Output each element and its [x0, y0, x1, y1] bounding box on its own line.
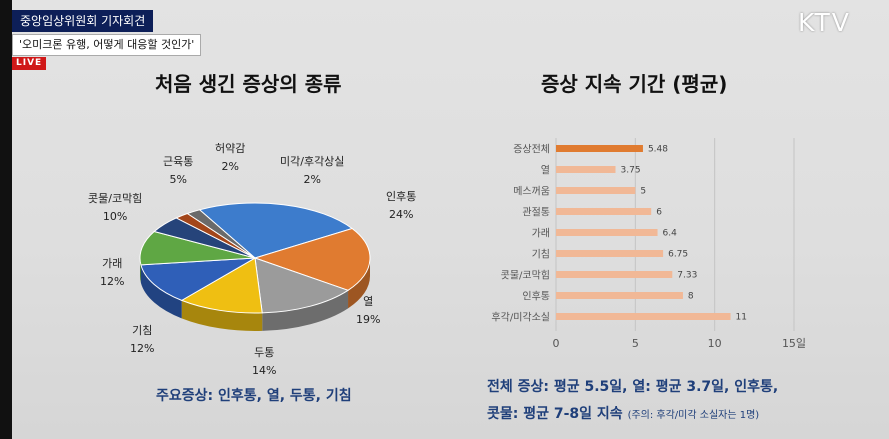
bar-summary-text: 콧물: 평균 7-8일 지속	[487, 406, 623, 422]
video-frame-edge	[0, 0, 12, 439]
slice-name: 가래	[102, 257, 123, 270]
pie-slice-side	[262, 290, 349, 331]
category-label: 열	[541, 165, 550, 177]
x-tick-label: 5	[632, 337, 639, 350]
bar	[556, 145, 643, 152]
slice-percent: 2%	[221, 160, 239, 173]
pie-chart-title: 처음 생긴 증상의 종류	[155, 72, 342, 96]
category-label: 관절통	[522, 206, 550, 219]
bar-summary-line-1: 전체 증상: 평균 5.5일, 열: 평균 3.7일, 인후통,	[487, 379, 779, 395]
bar-value-label: 5.48	[648, 145, 668, 155]
slice-name: 미각/후각상실	[280, 155, 345, 168]
slice-percent: 24%	[388, 208, 414, 221]
category-label: 후각/미각소실	[491, 312, 550, 324]
bar	[556, 250, 664, 257]
pie-label-runny-nose: 콧물/코막힘 10%	[88, 190, 142, 226]
bar	[556, 292, 683, 299]
slice-percent: 14%	[252, 364, 277, 377]
bar	[556, 187, 636, 194]
category-label: 증상전체	[513, 144, 550, 156]
ktv-logo: KTV	[798, 8, 851, 37]
pie-chart	[139, 202, 371, 331]
pie-label-cough: 기침 12%	[130, 322, 154, 358]
pie-label-headache: 두통 14%	[252, 344, 276, 380]
presentation-slide	[12, 0, 889, 439]
pie-slice	[186, 209, 256, 259]
slice-name: 콧물/코막힘	[88, 192, 143, 205]
pie-slice-side	[348, 258, 370, 309]
broadcast-subtitle-banner: '오미크론 유행, 어떻게 대응할 것인가'	[12, 34, 202, 56]
category-label: 콧물/코막힘	[501, 270, 550, 282]
bar-value-label: 5	[640, 187, 646, 197]
slice-percent: 10%	[102, 210, 128, 223]
pie-label-muscle-ache: 근육통 5%	[163, 153, 193, 189]
slice-name: 인후통	[386, 190, 417, 203]
pie-slice-side	[181, 300, 263, 331]
pie-slice	[140, 257, 256, 301]
pie-slice	[139, 230, 256, 266]
bar	[556, 208, 652, 215]
live-badge: LIVE	[12, 57, 47, 70]
bar	[556, 271, 673, 278]
x-tick-label: 15일	[782, 336, 806, 350]
slice-name: 허약감	[215, 142, 246, 155]
bar-value-label: 11	[736, 313, 747, 323]
category-label: 가래	[532, 228, 550, 240]
pie-slice	[198, 202, 354, 259]
bar-chart: 0 5 10 15일 증상전체 5.48 열 3.75 메스꺼움 5 관절통 6 가래 6.4 기침 6.75…	[491, 138, 806, 350]
pie-label-fever: 열 19%	[356, 293, 380, 329]
slice-name: 두통	[254, 346, 275, 359]
slice-name: 열	[363, 295, 374, 308]
pie-slice-side	[140, 264, 182, 319]
slice-name: 기침	[132, 324, 153, 337]
bar-value-label: 8	[688, 292, 694, 302]
bar-value-label: 7.33	[677, 271, 697, 281]
bar-chart-title: 증상 지속 기간 (평균)	[541, 72, 728, 96]
pie-label-sore-throat: 인후통 24%	[386, 188, 416, 224]
slice-percent: 5%	[169, 173, 187, 186]
bar-value-label: 6.4	[663, 229, 678, 239]
pie-slice	[254, 257, 350, 314]
category-label: 메스꺼움	[513, 186, 550, 198]
pie-label-weakness: 허약감 2%	[215, 140, 245, 176]
slice-percent: 12%	[130, 342, 155, 355]
category-label: 인후통	[522, 291, 550, 303]
bar	[556, 229, 658, 236]
slice-percent: 2%	[303, 173, 321, 186]
bar-summary-line-2: 콧물: 평균 7-8일 지속 (주의: 후각/미각 소실자는 1명)	[487, 403, 759, 423]
pie-slice	[253, 227, 371, 291]
slice-percent: 19%	[356, 313, 381, 326]
pie-label-sputum: 가래 12%	[100, 255, 124, 291]
bar-value-label: 6.75	[668, 250, 688, 260]
category-label: 기침	[532, 249, 550, 261]
bar	[556, 166, 616, 173]
x-tick-label: 0	[553, 337, 560, 350]
bar	[556, 313, 731, 320]
broadcast-title-banner: 중앙임상위원회 기자회견	[12, 10, 154, 32]
bar-summary-note: (주의: 후각/미각 소실자는 1명)	[627, 410, 760, 421]
bar-value-label: 6	[656, 208, 662, 218]
pie-label-taste-smell-loss: 미각/후각상실 2%	[280, 153, 344, 189]
slice-name: 근육통	[163, 155, 194, 168]
pie-summary-text: 주요증상: 인후통, 열, 두통, 기침	[156, 388, 352, 404]
x-tick-label: 10	[708, 337, 722, 350]
slice-percent: 12%	[100, 275, 125, 288]
bar-value-label: 3.75	[621, 166, 641, 176]
pie-slice	[180, 257, 263, 314]
